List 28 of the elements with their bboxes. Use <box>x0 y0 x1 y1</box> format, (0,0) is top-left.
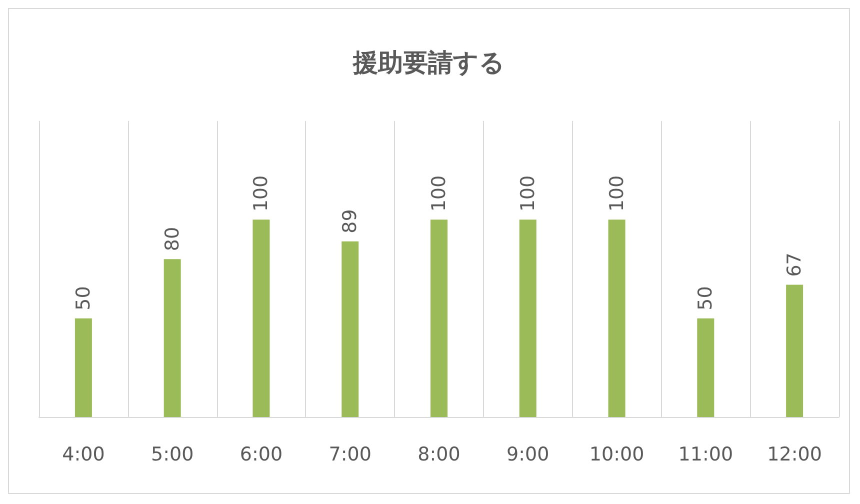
data-label: 50 <box>694 286 717 310</box>
bar <box>430 220 448 417</box>
x-tick-label: 5:00 <box>150 444 194 466</box>
x-tick-label: 7:00 <box>328 444 372 466</box>
bar <box>786 284 804 417</box>
data-label: 67 <box>784 252 806 277</box>
data-label: 100 <box>250 175 272 212</box>
x-tick-label: 6:00 <box>240 444 283 466</box>
data-label: 50 <box>72 286 94 310</box>
x-tick-label: 9:00 <box>506 444 550 466</box>
data-label: 100 <box>516 175 539 212</box>
x-tick-label: 11:00 <box>678 444 734 466</box>
x-tick-label: 12:00 <box>767 444 822 466</box>
bar <box>519 220 536 417</box>
x-tick-label: 4:00 <box>62 444 105 466</box>
bar <box>342 241 359 417</box>
bar <box>74 318 92 417</box>
bar <box>697 318 714 417</box>
data-label: 89 <box>339 209 362 234</box>
x-tick-label: 10:00 <box>589 444 644 466</box>
bar <box>164 259 181 417</box>
x-tick-label: 8:00 <box>418 444 460 466</box>
data-label: 100 <box>606 175 628 212</box>
bar <box>252 220 270 417</box>
data-label: 100 <box>428 175 450 212</box>
chart-title: 援助要請する <box>352 48 505 77</box>
data-label: 80 <box>161 226 184 252</box>
bar <box>608 220 626 417</box>
